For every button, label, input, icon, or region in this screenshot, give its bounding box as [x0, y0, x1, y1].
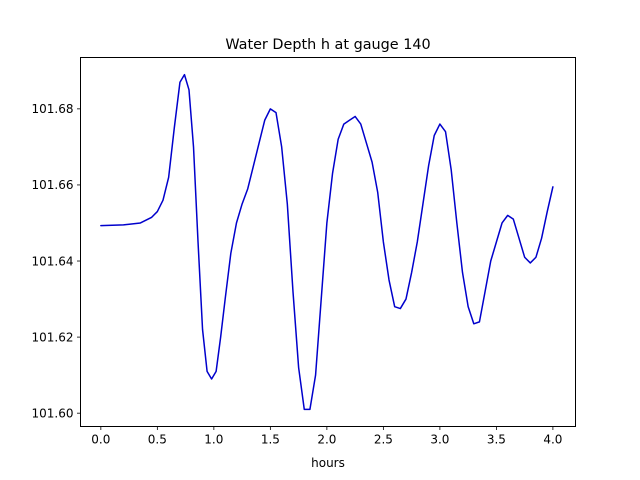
x-tick-label: 3.5 [487, 433, 506, 447]
plot-area [100, 73, 554, 411]
x-tick-label: 2.0 [317, 433, 336, 447]
y-axis: 101.60 101.62 101.64 101.66 101.68 [32, 102, 81, 420]
plot-frame [80, 57, 576, 427]
y-tick-label: 101.60 [32, 406, 74, 420]
series-line-0 [100, 73, 554, 411]
chart-title: Water Depth h at gauge 140 [225, 37, 430, 53]
x-tick-label: 4.0 [543, 433, 562, 447]
x-tick-label: 2.5 [374, 433, 393, 447]
x-tick-label: 3.0 [430, 433, 449, 447]
x-axis-label: hours [311, 456, 345, 470]
y-tick-label: 101.68 [32, 102, 74, 116]
x-tick-label: 1.5 [261, 433, 280, 447]
x-axis: 0.0 0.5 1.0 1.5 2.0 2.5 3.0 3.5 4.0 [91, 426, 562, 447]
y-tick-label: 101.66 [32, 178, 74, 192]
x-tick-label: 0.5 [148, 433, 167, 447]
y-tick-label: 101.62 [32, 330, 74, 344]
x-tick-label: 1.0 [204, 433, 223, 447]
y-tick-label: 101.64 [32, 254, 74, 268]
x-tick-label: 0.0 [91, 433, 110, 447]
